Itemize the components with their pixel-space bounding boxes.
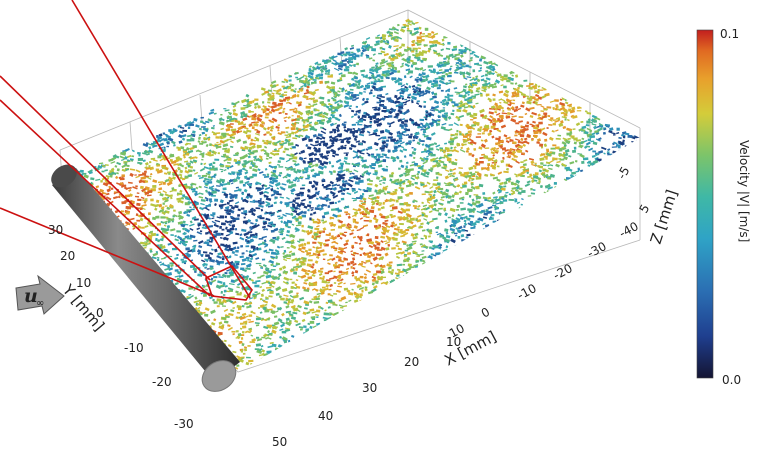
z-axis-ticks: -5 5 (614, 164, 652, 215)
tick-label: -30 (585, 239, 609, 261)
tick-label: 50 (272, 435, 287, 449)
colorbar: 0.1 0.0 Velocity |V| [m/s] (696, 27, 751, 387)
inflow-symbol: u (24, 285, 38, 307)
tick-label: 0 (479, 305, 492, 321)
inflow-subscript: ∞ (36, 298, 44, 309)
colorbar-title: Velocity |V| [m/s] (737, 140, 751, 242)
z-axis-label: Z [mm] (647, 187, 681, 246)
tick-label: 10 (447, 321, 467, 341)
highlight-callout (0, 0, 253, 301)
colorbar-min-label: 0.0 (722, 373, 741, 387)
inflow-arrow: u ∞ (15, 274, 65, 315)
tick-label: -10 (124, 341, 144, 355)
x-axis-ticks: 10 0 -10 -20 -30 -40 (447, 219, 641, 341)
tick-label: 30 (48, 223, 63, 237)
particle-field (66, 18, 640, 370)
tick-label: 30 (362, 381, 377, 395)
tick-label: 5 (636, 202, 652, 216)
tick-label: 20 (404, 355, 419, 369)
tick-label: 10 (446, 335, 461, 349)
tick-label: -40 (617, 219, 641, 241)
tick-label: -5 (614, 164, 632, 181)
tick-label: 20 (60, 249, 75, 263)
tick-label: -20 (551, 261, 575, 283)
colorbar-max-label: 0.1 (720, 27, 739, 41)
x-front-ticks: 50 40 30 20 10 (272, 335, 461, 449)
tick-label: 40 (318, 409, 333, 423)
colorbar-gradient (696, 29, 714, 379)
tick-label: -30 (174, 417, 194, 431)
cylinder (51, 164, 240, 392)
tick-label: 0 (96, 306, 104, 320)
tick-label: -10 (515, 281, 539, 303)
tick-label: 10 (76, 276, 91, 290)
tick-label: -20 (152, 375, 172, 389)
